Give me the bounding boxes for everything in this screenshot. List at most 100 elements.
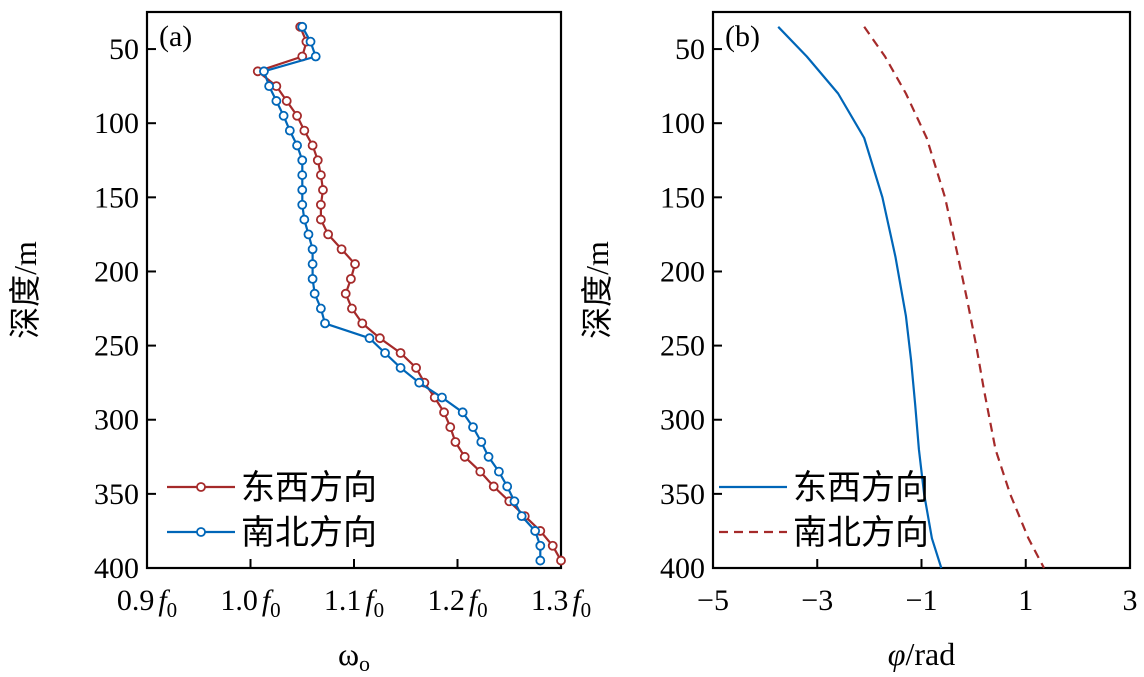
x-tick-value: 1.2 bbox=[427, 584, 465, 617]
panel-b: 50 100 150 200 250 300 350 400−5 −3 −1 1 3 (b) 深度/m φ/… bbox=[579, 10, 1138, 672]
x-tick-label: −5 bbox=[697, 584, 729, 617]
x-tick-label: 3 bbox=[1123, 584, 1138, 617]
data-point bbox=[493, 466, 504, 477]
x-axis-title: ωo bbox=[338, 636, 370, 676]
data-point bbox=[312, 155, 323, 166]
data-point bbox=[292, 110, 302, 121]
data-point bbox=[299, 125, 310, 136]
data-point bbox=[320, 318, 330, 329]
panel-label: (a) bbox=[159, 20, 192, 53]
x-tick-label: 1 bbox=[1018, 584, 1033, 617]
data-point bbox=[297, 21, 308, 32]
data-point bbox=[516, 511, 527, 522]
y-tick-label: 100 bbox=[660, 107, 705, 140]
series-line-2 bbox=[863, 26, 1045, 569]
data-point bbox=[340, 288, 351, 299]
x-tick-unit-subscript: 0 bbox=[270, 598, 281, 622]
data-point bbox=[450, 437, 461, 447]
data-point bbox=[364, 333, 375, 344]
data-point bbox=[309, 288, 320, 299]
data-point bbox=[357, 318, 368, 329]
data-point bbox=[315, 199, 326, 210]
data-point bbox=[315, 303, 326, 314]
y-tick-label: 200 bbox=[660, 255, 705, 288]
data-point bbox=[271, 96, 282, 106]
data-point bbox=[414, 377, 425, 388]
x-tick-value: 0.9 bbox=[117, 584, 155, 617]
data-point bbox=[305, 36, 316, 47]
x-tick-label: 1.1 f0 bbox=[324, 584, 384, 622]
data-point bbox=[315, 214, 326, 225]
x-tick-value: 1.0 bbox=[220, 584, 258, 617]
x-tick-value: 1 bbox=[1018, 584, 1033, 617]
x-tick-value: −1 bbox=[906, 584, 938, 617]
y-tick-label: 250 bbox=[94, 330, 139, 363]
data-point bbox=[488, 481, 499, 492]
y-tick-label: 200 bbox=[94, 255, 139, 288]
data-point bbox=[307, 140, 318, 151]
data-point bbox=[395, 348, 406, 358]
data-point bbox=[297, 199, 308, 210]
data-point bbox=[264, 81, 275, 92]
y-tick-label: 350 bbox=[94, 478, 139, 511]
data-point bbox=[380, 348, 390, 358]
data-point bbox=[437, 392, 447, 403]
data-point bbox=[307, 259, 318, 269]
x-tick-value: 1.1 bbox=[324, 584, 362, 617]
data-point bbox=[284, 125, 295, 136]
x-tick-unit-subscript: 0 bbox=[581, 598, 592, 622]
data-point bbox=[535, 555, 546, 566]
series-line-1 bbox=[777, 26, 943, 569]
x-tick-unit-subscript: 0 bbox=[477, 598, 488, 622]
data-point bbox=[278, 110, 289, 121]
y-axis-title: 深度/m bbox=[7, 241, 43, 339]
data-point bbox=[307, 273, 318, 284]
data-point bbox=[459, 451, 470, 462]
y-tick-label: 350 bbox=[660, 478, 705, 511]
y-tick-label: 400 bbox=[660, 552, 705, 585]
x-tick-label: 1.2 f0 bbox=[427, 584, 487, 622]
data-point bbox=[468, 422, 478, 433]
data-point bbox=[475, 466, 486, 477]
data-point bbox=[307, 244, 318, 255]
x-axis-title: φ/rad bbox=[888, 636, 955, 672]
y-tick-label: 50 bbox=[109, 33, 139, 66]
x-tick-unit-subscript: 0 bbox=[374, 598, 385, 622]
x-tick-unit-subscript: 0 bbox=[167, 598, 178, 622]
data-point bbox=[530, 526, 541, 536]
data-point bbox=[457, 407, 468, 418]
legend-marker bbox=[196, 482, 206, 492]
data-point bbox=[350, 259, 360, 269]
y-tick-label: 300 bbox=[94, 404, 139, 437]
legend-marker bbox=[196, 527, 206, 537]
y-tick-label: 50 bbox=[675, 33, 705, 66]
y-tick-label: 100 bbox=[94, 107, 139, 140]
data-point bbox=[318, 185, 328, 195]
x-axis-title-symbol: φ bbox=[888, 636, 906, 672]
data-point bbox=[292, 140, 302, 151]
data-point bbox=[347, 303, 357, 314]
x-axis-title-subscript: o bbox=[359, 651, 370, 676]
x-tick-value: −5 bbox=[697, 584, 729, 617]
data-point bbox=[299, 214, 310, 225]
data-point bbox=[439, 407, 449, 418]
y-tick-label: 400 bbox=[94, 552, 139, 585]
x-tick-label: −3 bbox=[801, 584, 833, 617]
data-point bbox=[345, 273, 356, 284]
x-tick-value: −3 bbox=[801, 584, 833, 617]
data-point bbox=[281, 96, 292, 106]
x-axis-title-main: ω bbox=[338, 636, 359, 672]
y-tick-label: 150 bbox=[94, 181, 139, 214]
data-point bbox=[483, 451, 494, 462]
x-tick-value: 3 bbox=[1123, 584, 1138, 617]
data-point bbox=[323, 229, 334, 240]
legend-label: 东西方向 bbox=[793, 469, 929, 507]
data-point bbox=[374, 333, 385, 344]
x-tick-label: 0.9 f0 bbox=[117, 584, 177, 622]
legend-label: 南北方向 bbox=[793, 514, 929, 552]
x-axis-title-unit: /rad bbox=[905, 636, 955, 672]
data-point bbox=[336, 244, 347, 255]
data-point bbox=[297, 170, 308, 180]
